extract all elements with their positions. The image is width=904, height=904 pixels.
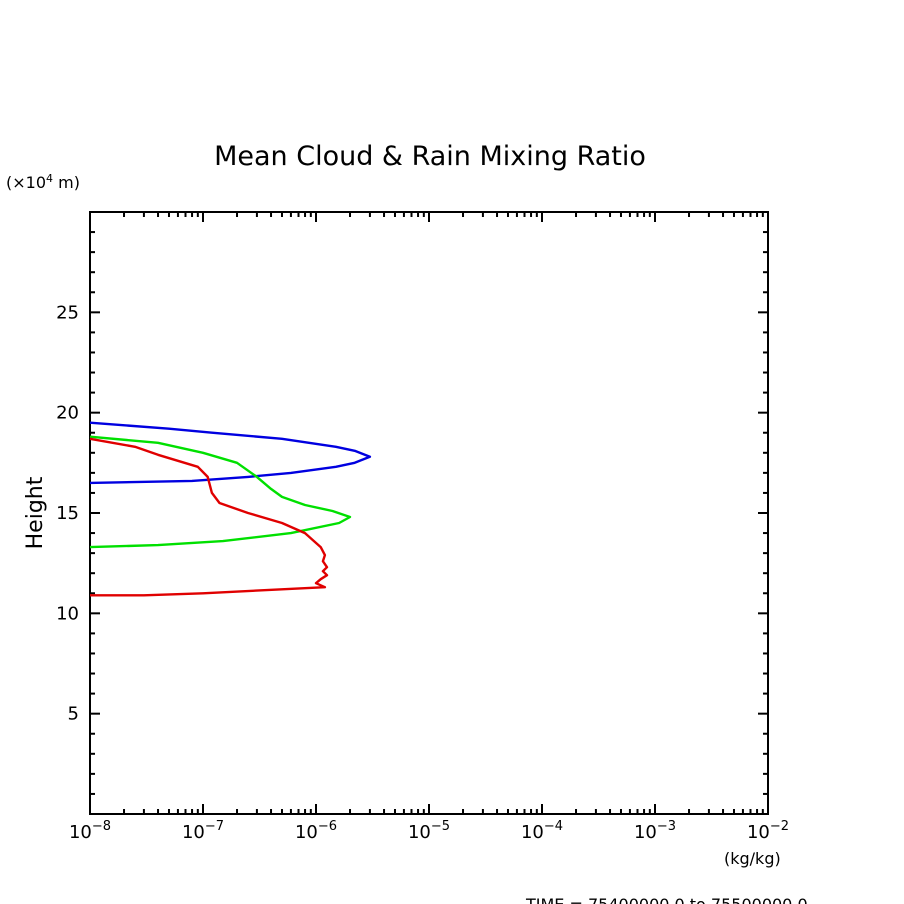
series-line-3 (89, 437, 329, 597)
x-tick-labels: 10−8 10−7 10−6 10−5 10−4 10−3 10−2 (69, 819, 789, 843)
y-tick-label: 5 (68, 704, 79, 725)
y-unit-label: (×104 m) (6, 172, 80, 192)
x-tick-label: 10−7 (182, 819, 224, 843)
y-tick-label: 15 (56, 503, 79, 524)
axis-ticks (89, 211, 769, 815)
x-tick-label: 10−4 (521, 819, 563, 843)
y-axis-title: Height (23, 476, 48, 549)
x-tick-label: 10−3 (634, 819, 676, 843)
x-tick-label: 10−6 (295, 819, 337, 843)
x-tick-label: 10−8 (69, 819, 111, 843)
chart-title: Mean Cloud & Rain Mixing Ratio (214, 141, 646, 172)
x-tick-label: 10−2 (747, 819, 789, 843)
plot-frame (89, 211, 769, 815)
x-tick-label: 10−5 (408, 819, 450, 843)
y-tick-label: 10 (56, 603, 79, 624)
y-tick-label: 20 (56, 403, 79, 424)
y-tick-labels: 5 10 15 20 25 (56, 302, 79, 724)
x-axis-unit-label: (kg/kg) (724, 849, 781, 868)
series-line-2 (89, 435, 352, 549)
series-line-1 (89, 421, 372, 485)
y-tick-label: 25 (56, 302, 79, 323)
data-series (89, 421, 372, 597)
time-range-footer: TIME = 75400000.0 to 75500000.0 (525, 895, 808, 904)
